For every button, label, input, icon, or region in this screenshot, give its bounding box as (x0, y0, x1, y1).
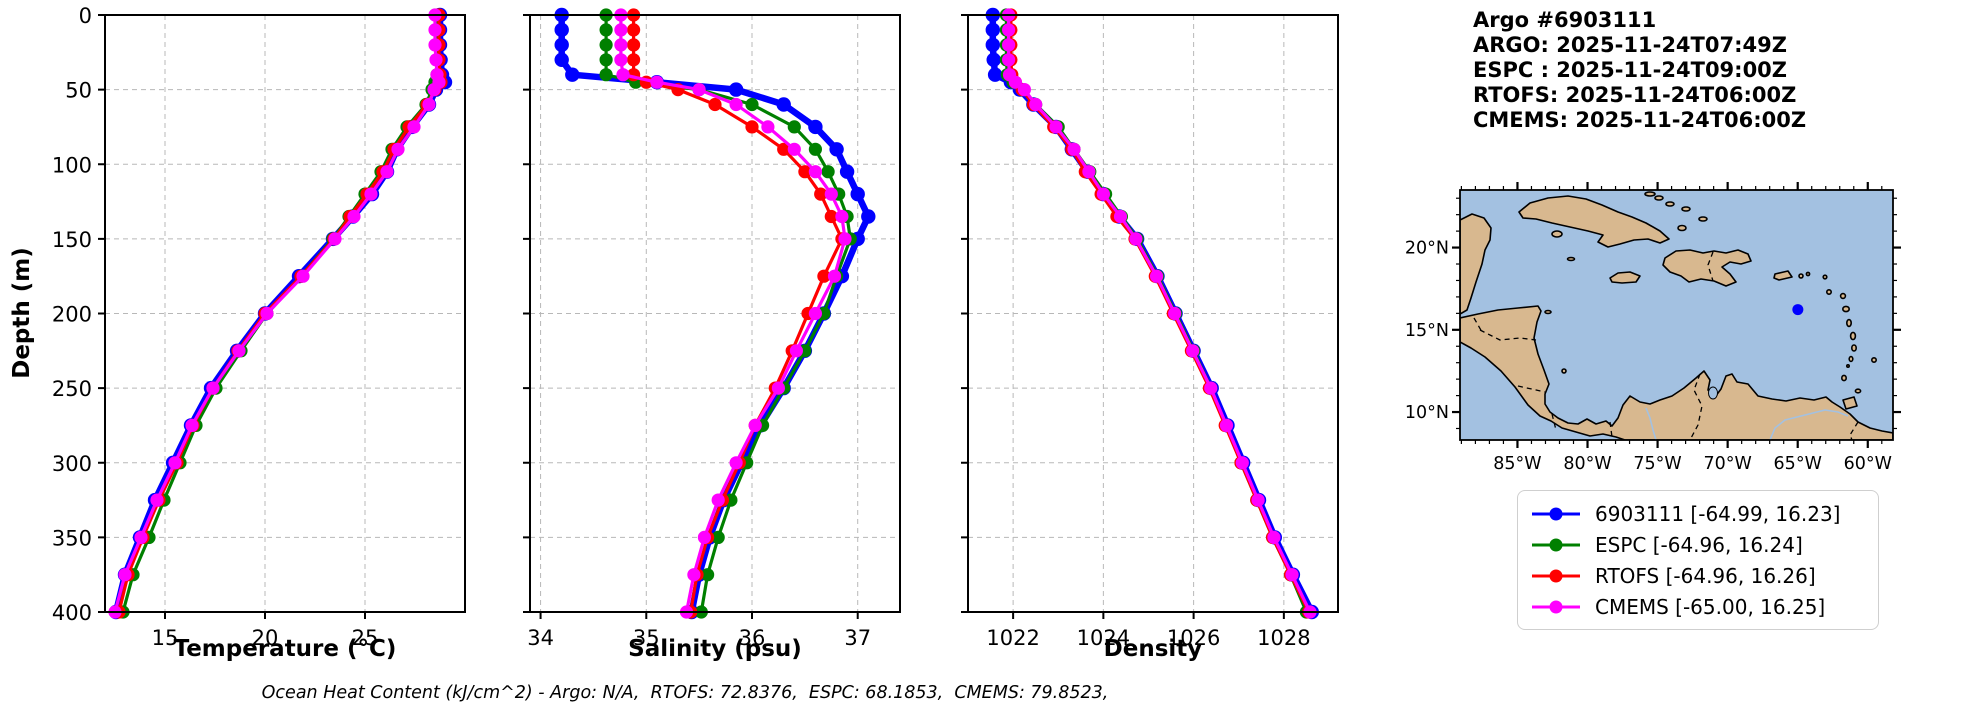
depth-axis-label: Depth (m) (9, 247, 35, 379)
timestamp-line: CMEMS: 2025-11-24T06:00Z (1473, 108, 1807, 132)
salinity-axis-label: Salinity (psu) (628, 636, 802, 662)
legend-line-marker-swatch (1532, 538, 1580, 551)
svg-text:0: 0 (79, 4, 92, 28)
map-axes: 85°W 80°W 75°W 70°W 65°W 60°W 20°N 15°N 10°N (1405, 182, 1901, 474)
svg-text:25: 25 (352, 626, 379, 650)
legend-line-marker-swatch (1532, 569, 1580, 582)
svg-text:15°N: 15°N (1405, 321, 1449, 341)
legend-item-label: CMEMS [-65.00, 16.25] (1595, 594, 1826, 619)
density-axis-label: Density (1103, 636, 1203, 662)
float-position-marker (1792, 304, 1804, 316)
svg-text:36: 36 (739, 626, 766, 650)
legend-item-label: ESPC [-64.96, 16.24] (1595, 532, 1803, 557)
svg-text:250: 250 (52, 377, 92, 401)
svg-text:60°W: 60°W (1844, 454, 1892, 474)
svg-text:34: 34 (527, 626, 554, 650)
svg-text:1024: 1024 (1077, 626, 1130, 650)
svg-text:37: 37 (844, 626, 871, 650)
legend-line-marker-swatch (1532, 507, 1580, 520)
caribbean-locator-map: 85°W 80°W 75°W 70°W 65°W 60°W 20°N 15°N 10°N (1405, 182, 1901, 474)
legend-line-marker-swatch (1532, 600, 1580, 613)
legend: 6903111 [-64.99, 16.23] ESPC [-64.96, 16.… (1517, 490, 1879, 630)
svg-text:1026: 1026 (1167, 626, 1220, 650)
timestamp-line: ARGO: 2025-11-24T07:49Z (1473, 33, 1787, 57)
ocean-heat-content-text: Ocean Heat Content (kJ/cm^2) - Argo: N/A… (261, 683, 1109, 703)
legend-item: CMEMS [-65.00, 16.25] (1530, 591, 1860, 622)
legend-item-label: RTOFS [-64.96, 16.26] (1595, 563, 1816, 588)
timestamp-line: ESPC : 2025-11-24T09:00Z (1473, 58, 1788, 82)
svg-text:350: 350 (52, 526, 92, 550)
timestamp-line: RTOFS: 2025-11-24T06:00Z (1473, 83, 1797, 107)
svg-text:75°W: 75°W (1633, 454, 1681, 474)
svg-text:1022: 1022 (986, 626, 1039, 650)
svg-text:80°W: 80°W (1563, 454, 1611, 474)
svg-text:35: 35 (633, 626, 660, 650)
map-country-borders (1473, 251, 1859, 440)
svg-text:400: 400 (52, 601, 92, 625)
svg-text:200: 200 (52, 303, 92, 327)
legend-item: ESPC [-64.96, 16.24] (1530, 529, 1860, 560)
svg-text:20°N: 20°N (1405, 239, 1449, 259)
timestamp-lines: ARGO: 2025-11-24T07:49Z ESPC : 2025-11-24… (1473, 33, 1806, 133)
map-land (1460, 191, 1893, 440)
svg-text:50: 50 (65, 79, 92, 103)
legend-item-label: 6903111 [-64.99, 16.23] (1595, 501, 1841, 526)
svg-text:1028: 1028 (1257, 626, 1310, 650)
svg-text:15: 15 (152, 626, 179, 650)
salinity-profile-chart: 34 35 36 37 (523, 7, 901, 650)
svg-text:300: 300 (52, 452, 92, 476)
svg-text:100: 100 (52, 153, 92, 177)
svg-text:65°W: 65°W (1774, 454, 1822, 474)
svg-text:10°N: 10°N (1405, 403, 1449, 423)
svg-text:70°W: 70°W (1703, 454, 1751, 474)
legend-item: RTOFS [-64.96, 16.26] (1530, 560, 1860, 591)
density-profile-chart: 1022 1024 1026 1028 (961, 7, 1339, 650)
legend-item: 6903111 [-64.99, 16.23] (1530, 498, 1860, 529)
svg-text:20: 20 (252, 626, 279, 650)
header-block: Argo #6903111 ARGO: 2025-11-24T07:49Z ESP… (1473, 8, 1806, 133)
svg-text:85°W: 85°W (1493, 454, 1541, 474)
map-rivers (1645, 407, 1849, 440)
svg-text:150: 150 (52, 228, 92, 252)
temperature-axis-label: Temperature (°C) (173, 636, 397, 662)
figure-title: Argo #6903111 (1473, 8, 1657, 32)
